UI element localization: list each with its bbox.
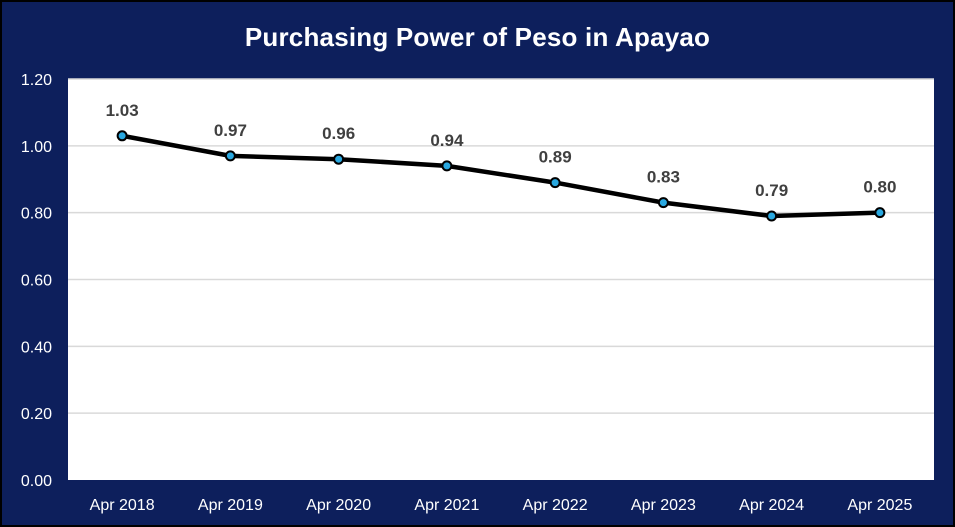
x-tick-label: Apr 2020 [306,497,371,514]
x-tick-label: Apr 2023 [631,497,696,514]
series-line [119,133,883,219]
data-point [441,160,453,172]
data-label: 0.94 [430,131,464,150]
y-tick-label: 0.40 [21,339,52,356]
data-label: 0.97 [214,121,247,140]
data-point [874,207,886,219]
x-tick-label: Apr 2018 [90,497,155,514]
data-point [333,153,345,165]
x-tick-label: Apr 2019 [198,497,263,514]
y-tick-label: 1.20 [21,72,52,89]
data-label: 0.79 [755,181,788,200]
data-point [549,177,561,189]
y-tick-label: 0.00 [21,473,52,490]
x-tick-label: Apr 2021 [414,497,479,514]
data-point [766,210,778,222]
data-point [116,130,128,142]
y-tick-label: 0.60 [21,273,52,290]
data-label: 0.89 [539,148,572,167]
data-point [224,150,236,162]
x-tick-label: Apr 2024 [739,497,804,514]
x-tick-label: Apr 2022 [523,497,588,514]
data-point [657,197,669,209]
x-tick-label: Apr 2025 [847,497,912,514]
y-tick-label: 1.00 [21,139,52,156]
chart-title: Purchasing Power of Peso in Apayao [244,22,711,52]
data-label: 0.80 [863,178,896,197]
data-label: 0.83 [647,168,680,187]
y-tick-label: 0.20 [21,406,52,423]
data-label: 1.03 [106,101,139,120]
y-tick-label: 0.80 [21,206,52,223]
data-label: 0.96 [322,124,355,143]
